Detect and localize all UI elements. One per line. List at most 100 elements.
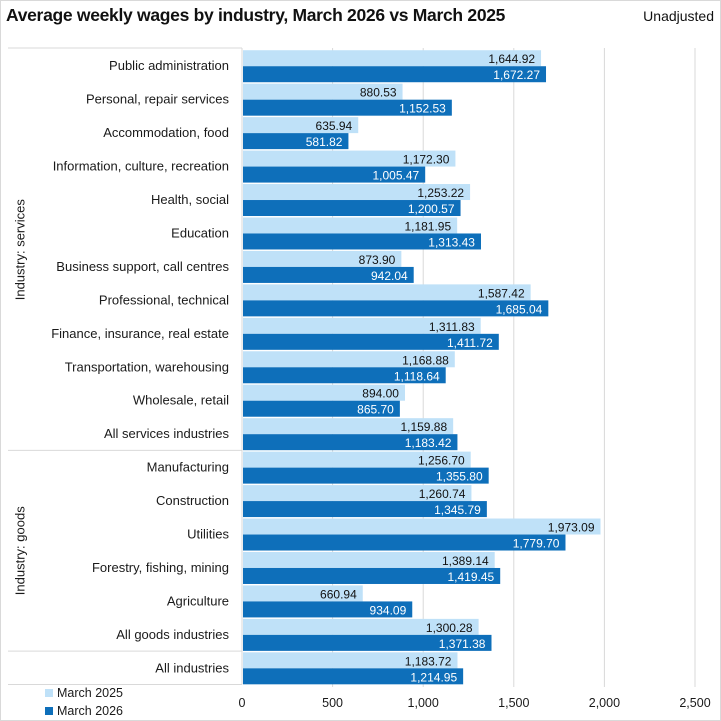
x-tick-label: 2,000	[589, 696, 620, 710]
data-label-march-2025: 1,172.30	[403, 153, 450, 167]
category-label: Information, culture, recreation	[53, 159, 229, 174]
data-label-march-2026: 581.82	[306, 135, 343, 149]
data-label-march-2026: 1,685.04	[496, 302, 543, 316]
bar-march-2026	[243, 266, 414, 283]
category-label: All industries	[155, 660, 229, 675]
data-label-march-2025: 1,587.42	[478, 286, 525, 300]
group-label: Industry: goods	[13, 506, 28, 595]
bar-march-2025	[243, 83, 403, 100]
data-label-march-2025: 1,389.14	[442, 554, 489, 568]
data-label-march-2026: 1,419.45	[447, 570, 494, 584]
bar-march-2025	[243, 585, 363, 602]
category-label: Education	[171, 225, 229, 240]
data-label-march-2026: 1,672.27	[493, 68, 540, 82]
data-label-march-2025: 880.53	[360, 86, 397, 100]
bar-march-2026	[243, 534, 566, 551]
bar-march-2025	[243, 217, 458, 234]
data-label-march-2025: 1,159.88	[400, 420, 447, 434]
data-label-march-2025: 873.90	[359, 253, 396, 267]
category-label: Business support, call centres	[56, 259, 229, 274]
category-label: Finance, insurance, real estate	[51, 326, 229, 341]
bar-march-2026	[243, 333, 499, 350]
data-label-march-2026: 1,371.38	[439, 637, 486, 651]
category-label: Accommodation, food	[103, 125, 229, 140]
bar-march-2025	[243, 485, 472, 502]
bar-march-2026	[243, 400, 400, 417]
data-label-march-2026: 1,200.57	[408, 202, 455, 216]
category-label: Professional, technical	[99, 292, 229, 307]
data-label-march-2025: 1,183.72	[405, 654, 452, 668]
category-label: Agriculture	[167, 593, 229, 608]
data-label-march-2025: 1,311.83	[429, 320, 475, 334]
bar-march-2025	[243, 518, 601, 535]
bar-march-2025	[243, 618, 479, 635]
data-label-march-2026: 1,005.47	[372, 169, 419, 183]
bar-march-2026	[243, 601, 413, 618]
data-label-march-2026: 1,214.95	[410, 670, 457, 684]
chart-title: Average weekly wages by industry, March …	[6, 5, 506, 25]
bar-march-2026	[243, 567, 501, 584]
data-label-march-2026: 942.04	[371, 269, 408, 283]
x-tick-label: 500	[322, 696, 343, 710]
data-label-march-2026: 865.70	[357, 403, 394, 417]
legend-swatch-march-2026	[45, 707, 53, 715]
data-label-march-2026: 1,152.53	[399, 102, 446, 116]
data-label-march-2025: 635.94	[316, 119, 353, 133]
group-label: Industry: services	[13, 199, 28, 301]
data-label-march-2025: 660.94	[320, 587, 357, 601]
bar-march-2025	[243, 351, 455, 368]
data-label-march-2025: 894.00	[362, 387, 399, 401]
data-label-march-2026: 1,183.42	[405, 436, 452, 450]
legend-label-march-2025: March 2025	[57, 686, 123, 700]
bar-march-2025	[243, 652, 458, 669]
category-label: Transportation, warehousing	[65, 359, 229, 374]
data-label-march-2026: 1,118.64	[394, 369, 440, 383]
category-label: Health, social	[151, 192, 229, 207]
x-tick-label: 1,500	[498, 696, 529, 710]
category-label: All services industries	[104, 426, 229, 441]
bar-march-2025	[243, 250, 402, 267]
category-label: Wholesale, retail	[133, 393, 229, 408]
bar-march-2026	[243, 66, 547, 83]
bar-march-2026	[243, 233, 481, 250]
bar-march-2026	[243, 367, 446, 384]
data-label-march-2026: 934.09	[370, 603, 407, 617]
category-label: Manufacturing	[147, 460, 229, 475]
bar-march-2025	[243, 418, 454, 435]
category-label: Construction	[156, 493, 229, 508]
bar-march-2025	[243, 184, 471, 201]
bar-march-2025	[243, 117, 359, 134]
category-label: Forestry, fishing, mining	[92, 560, 229, 575]
bar-march-2025	[243, 551, 495, 568]
data-label-march-2025: 1,260.74	[419, 487, 466, 501]
bar-march-2026	[243, 133, 349, 150]
bar-march-2025	[243, 451, 471, 468]
bar-march-2026	[243, 434, 458, 451]
category-label: Personal, repair services	[86, 92, 230, 107]
bar-march-2026	[243, 634, 492, 651]
bar-march-2025	[243, 384, 405, 401]
data-label-march-2026: 1,411.72	[447, 336, 493, 350]
bar-march-2025	[243, 284, 531, 301]
category-label: Utilities	[187, 527, 229, 542]
data-label-march-2025: 1,181.95	[404, 219, 451, 233]
data-label-march-2025: 1,168.88	[402, 353, 449, 367]
data-label-march-2025: 1,300.28	[426, 621, 473, 635]
data-label-march-2025: 1,256.70	[418, 454, 465, 468]
bar-march-2025	[243, 50, 542, 67]
legend-label-march-2026: March 2026	[57, 704, 123, 718]
bar-march-2026	[243, 99, 452, 116]
x-tick-label: 1,000	[408, 696, 439, 710]
data-label-march-2026: 1,313.43	[428, 235, 475, 249]
bar-march-2026	[243, 200, 461, 217]
bar-march-2026	[243, 166, 426, 183]
bar-march-2026	[243, 501, 487, 518]
legend-swatch-march-2025	[45, 689, 53, 697]
bar-march-2025	[243, 317, 481, 334]
data-label-march-2026: 1,779.70	[513, 537, 560, 551]
bar-march-2025	[243, 150, 456, 167]
category-label: Public administration	[109, 58, 229, 73]
bar-march-2026	[243, 668, 464, 685]
data-label-march-2025: 1,644.92	[488, 52, 535, 66]
